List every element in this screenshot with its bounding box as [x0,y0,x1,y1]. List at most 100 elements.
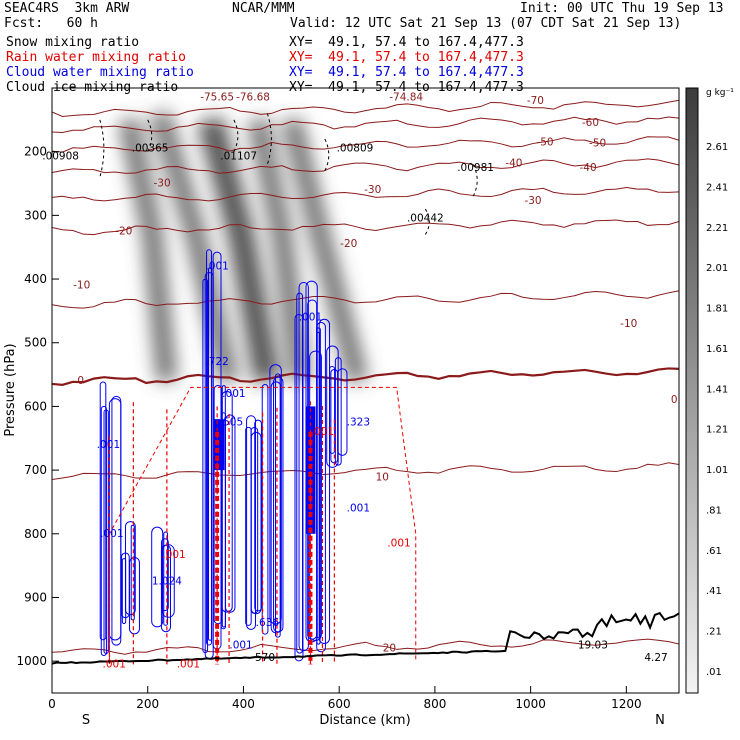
cloud-water-label: .001 [205,261,228,273]
legend-rain-label: Rain water mixing ratio [6,50,187,65]
y-tick-label: 400 [24,272,47,286]
colorbar-unit: g kg⁻¹ [706,88,734,98]
colorbar-tick-label: 1.81 [706,304,728,315]
cloud-water-label: .001 [97,439,120,451]
temperature-label: -30 [524,195,541,207]
legend-rain-xy: XY= 49.1, 57.4 to 167.4,477.3 [289,50,524,65]
cloud-water-contour [261,384,269,635]
colorbar-tick-label: .21 [706,627,722,638]
temperature-contour [52,638,679,655]
cloud-water-contour [270,381,282,634]
cloud-water-core [214,419,225,471]
x-tick-label: 600 [328,697,351,711]
x-tick-label: 400 [232,697,255,711]
x-tick-label: 1200 [611,697,642,711]
snow-plume [150,110,239,384]
cloud-ice-contour [99,119,105,178]
temperature-label: -50 [589,138,606,150]
cloud-water-contour [121,558,127,625]
cloud-ice-contour [472,164,478,197]
cloud-water-contour [121,552,130,619]
cloud-water-contour [337,368,348,456]
colorbar-tick-label: .41 [706,586,722,597]
temperature-contour [52,99,679,118]
maximum-label: .00908 [42,150,79,162]
rain-water-label: .001 [177,659,200,671]
cloud-water-label: .001 [222,388,245,400]
snow-plume [197,116,281,384]
temperature-contour [52,186,679,202]
x-tick-label: 0 [48,697,56,711]
snow-plume [281,117,368,384]
colorbar-tick-label: 1.61 [706,344,728,355]
temperature-label: -10 [620,318,637,330]
cloud-water-contour [151,526,164,628]
cloud-ice-contour [266,113,272,165]
colorbar-tick-label: .01 [706,667,722,678]
cloud-water-contour [111,395,122,646]
cloud-ice-contour [324,138,330,172]
cloud-water-label: .001 [347,503,370,515]
cloud-water-label: .722 [205,356,228,368]
cloud-water-label: .636 [256,617,280,629]
colorbar-tick-label: 2.01 [706,263,728,274]
colorbar-tick-label: 2.61 [706,142,728,153]
colorbar-tick-label: 2.21 [706,223,728,234]
cloud-water-contour [221,385,226,628]
temperature-label: -74.84 [389,92,423,104]
cloud-water-contour [103,409,109,654]
maximum-label: .00981 [457,162,494,174]
y-tick-label: 900 [24,590,47,604]
temperature-contour [52,290,679,309]
terrain-line [52,611,679,665]
x-axis-label: Distance (km) [319,713,410,728]
maximum-label: .00365 [132,143,169,155]
cloud-water-contour [130,524,135,621]
cloud-water-contour [316,327,321,639]
colorbar-tick-label: 1.01 [706,465,728,476]
temperature-label: -30 [154,178,171,190]
y-axis-label: Pressure (hPa) [3,343,18,436]
temperature-label: 0 [77,375,84,387]
y-tick-label: 500 [24,336,47,350]
temperature-contour [52,367,679,386]
cloud-water-label: 1.024 [152,576,182,588]
cloud-water-contour [206,249,212,646]
cloud-water-label: .505 [220,417,243,429]
maximum-label: 570 [255,652,275,664]
temperature-label: 0 [671,394,678,406]
cloud-ice-contour [424,208,430,235]
cloud-water-contour [296,292,303,654]
contour-labels: -75.65 -76.68 -74.84 -70 -60 -50 -50 -40 -40 -30 -… [42,92,677,671]
snow-plume [118,117,177,382]
maximum-label: 4.27 [644,652,667,664]
maximum-label: 19.03 [578,639,608,651]
maximum-label: .00442 [407,213,444,225]
temperature-label: -75.65 [200,92,234,104]
rain-water-contours [108,386,417,665]
x-tick-label: 1000 [515,697,546,711]
cloud-water-core [305,406,316,534]
terrain-surface [52,611,679,665]
cloud-water-contour [163,531,169,626]
cloud-water-contour [108,398,122,641]
cloud-ice-contours [99,113,478,235]
header-forecast: Fcst: 60 h [4,16,98,31]
temperature-label: -10 [73,280,90,292]
cloud-water-contour [246,415,256,630]
temperature-label: -50 [536,136,553,148]
x-axis-right-end: N [655,713,665,728]
maximum-label: .01107 [220,150,257,162]
y-tick-label: 300 [24,208,47,222]
cloud-water-contour [275,373,281,638]
y-tick-label: 200 [24,145,47,159]
cloud-water-contour [100,405,107,657]
x-tick-label: 800 [423,697,446,711]
temperature-label: 10 [376,471,389,483]
x-axis-left-end: S [82,713,90,728]
temperature-label: 20 [383,643,396,655]
temperature-label: -20 [340,238,357,250]
rain-water-label: .001 [162,549,185,561]
